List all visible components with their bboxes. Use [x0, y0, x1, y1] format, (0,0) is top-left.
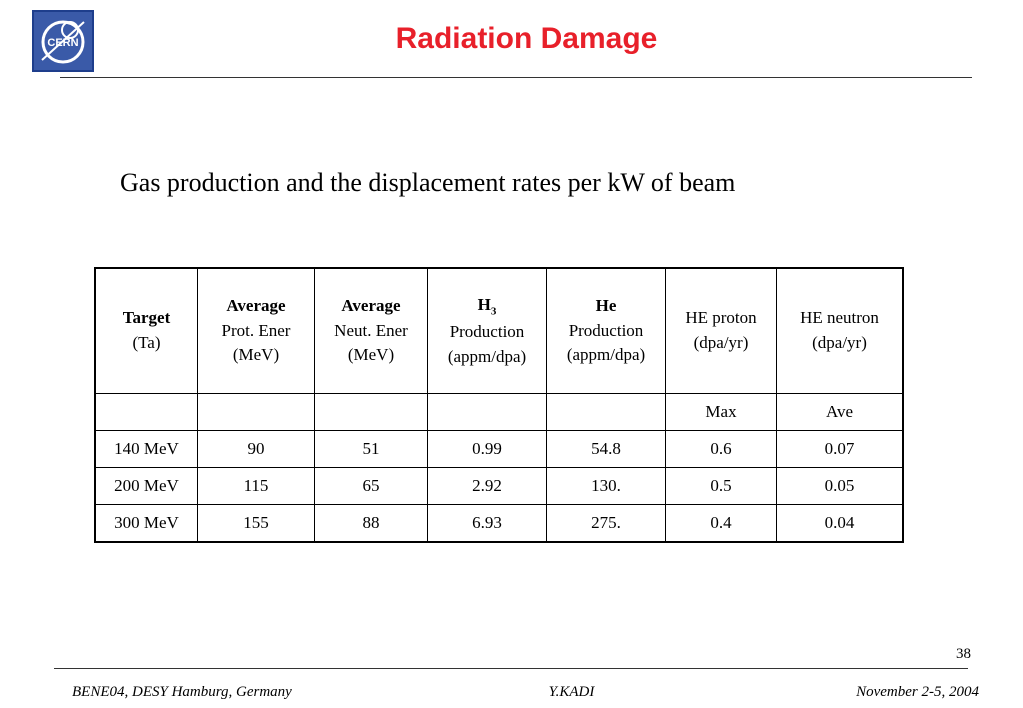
table-cell: 130.: [546, 467, 666, 505]
table-row: 300 MeV 155 88 6.93 275. 0.4 0.04: [94, 504, 904, 543]
header-bold-main: H: [477, 294, 491, 314]
subheader-cell: [314, 393, 428, 431]
header-line: Prot. Ener: [221, 320, 291, 340]
table-cell: 300 MeV: [94, 504, 198, 543]
header-line: (Ta): [132, 333, 161, 352]
table-cell: 115: [197, 467, 315, 505]
table-cell: 90: [197, 430, 315, 468]
footer-center: Y.KADI: [548, 684, 595, 700]
table-cell: 88: [314, 504, 428, 543]
subheader-cell: [546, 393, 666, 431]
header-line: (appm/dpa): [566, 345, 646, 365]
header-cell: Average Neut. Ener (MeV): [314, 267, 428, 394]
table-cell: 0.4: [665, 504, 777, 543]
table-cell: 275.: [546, 504, 666, 543]
header-subscript: 3: [490, 305, 497, 318]
table-cell: 65: [314, 467, 428, 505]
header-divider: [60, 77, 972, 78]
header-bold: Target: [122, 308, 171, 328]
header-line: Production: [568, 320, 644, 340]
page-number: 38: [956, 646, 971, 662]
header-bold: He: [595, 296, 617, 316]
table-cell: 6.93: [427, 504, 547, 543]
footer-right: November 2-5, 2004: [856, 684, 979, 700]
header-cell: Average Prot. Ener (MeV): [197, 267, 315, 394]
table-subheader-row: Max Ave: [94, 393, 904, 431]
table-cell: 54.8: [546, 430, 666, 468]
header-line: (dpa/yr): [812, 333, 867, 352]
table-cell: 140 MeV: [94, 430, 198, 468]
table-cell: 0.04: [776, 504, 904, 543]
header-line: Neut. Ener: [334, 320, 408, 340]
table-cell: 2.92: [427, 467, 547, 505]
header-line: HE neutron: [800, 308, 879, 328]
table-cell: 200 MeV: [94, 467, 198, 505]
table-row: 140 MeV 90 51 0.99 54.8 0.6 0.07: [94, 430, 904, 468]
table-cell: 155: [197, 504, 315, 543]
header-cell: H3 Production (appm/dpa): [427, 267, 547, 394]
subheader-cell: [427, 393, 547, 431]
subheader-cell: [94, 393, 198, 431]
cern-logo: CERN: [32, 10, 94, 72]
subheader-cell: Max: [665, 393, 777, 431]
header-line: (dpa/yr): [693, 333, 749, 352]
header-cell: Target (Ta): [94, 267, 198, 394]
header-line: (MeV): [347, 345, 395, 365]
header-line: (MeV): [232, 345, 280, 365]
header-line: HE proton: [685, 308, 757, 328]
header-line: (appm/dpa): [447, 346, 527, 366]
page-title: Radiation Damage: [395, 22, 658, 55]
header-cell: He Production (appm/dpa): [546, 267, 666, 394]
subtitle: Gas production and the displacement rate…: [120, 168, 736, 197]
table-header-row: Target (Ta) Average Prot. Ener (MeV) Ave…: [94, 267, 904, 394]
table-cell: 0.07: [776, 430, 904, 468]
footer-left: BENE04, DESY Hamburg, Germany: [72, 684, 292, 700]
table-cell: 0.6: [665, 430, 777, 468]
header-cell: HE neutron (dpa/yr): [776, 267, 904, 394]
logo-text: CERN: [47, 37, 78, 49]
table-cell: 0.99: [427, 430, 547, 468]
table-cell: 0.05: [776, 467, 904, 505]
table-cell: 51: [314, 430, 428, 468]
footer-divider: [54, 668, 968, 669]
table-row: 200 MeV 115 65 2.92 130. 0.5 0.05: [94, 467, 904, 505]
subheader-cell: [197, 393, 315, 431]
data-table: Target (Ta) Average Prot. Ener (MeV) Ave…: [94, 267, 904, 543]
header-bold: Average: [341, 296, 401, 316]
header-line: Production: [449, 322, 525, 342]
header-bold: Average: [226, 296, 286, 316]
header-bold: H3: [428, 293, 546, 320]
header-cell: HE proton (dpa/yr): [665, 267, 777, 394]
subheader-cell: Ave: [776, 393, 904, 431]
table-cell: 0.5: [665, 467, 777, 505]
